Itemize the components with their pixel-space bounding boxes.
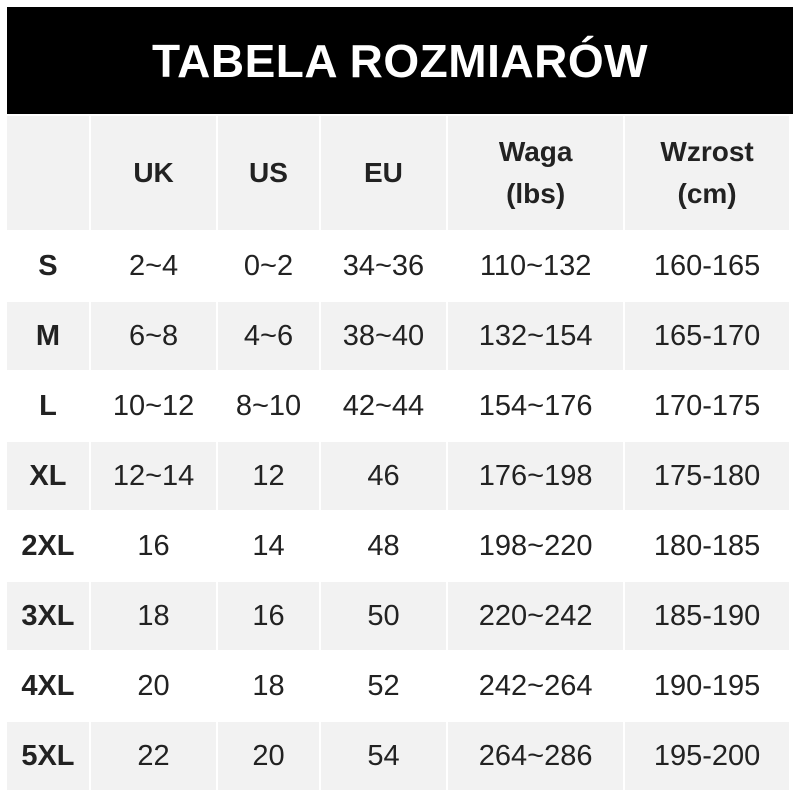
table-cell: 18 (90, 582, 217, 650)
table-cell: 110~132 (448, 232, 624, 300)
table-header-row: UK US EU Waga (lbs) Wzrost (cm) (7, 116, 789, 230)
table-cell: 22 (90, 722, 217, 790)
table-cell: 2~4 (90, 232, 217, 300)
table-row: 4XL 20 18 52 242~264 190-195 (7, 652, 789, 720)
page-title: TABELA ROZMIARÓW (7, 7, 793, 114)
table-cell: 195-200 (625, 722, 789, 790)
table-cell: 12 (218, 442, 319, 510)
table-cell: 242~264 (448, 652, 624, 720)
table-cell: 16 (90, 512, 217, 580)
table-cell: 160-165 (625, 232, 789, 300)
table-cell: 20 (90, 652, 217, 720)
table-cell: 170-175 (625, 372, 789, 440)
table-cell: 52 (320, 652, 447, 720)
table-cell: 176~198 (448, 442, 624, 510)
table-cell: 34~36 (320, 232, 447, 300)
table-row: M 6~8 4~6 38~40 132~154 165-170 (7, 302, 789, 370)
table-row: S 2~4 0~2 34~36 110~132 160-165 (7, 232, 789, 300)
size-table: UK US EU Waga (lbs) Wzrost (cm) S 2~4 0~2 34~36… (5, 114, 791, 792)
table-cell: 48 (320, 512, 447, 580)
table-cell: 16 (218, 582, 319, 650)
size-label: M (7, 302, 89, 370)
table-cell: 38~40 (320, 302, 447, 370)
table-cell: 220~242 (448, 582, 624, 650)
table-cell: 198~220 (448, 512, 624, 580)
size-label: 4XL (7, 652, 89, 720)
table-cell: 14 (218, 512, 319, 580)
table-cell: 180-185 (625, 512, 789, 580)
table-cell: 6~8 (90, 302, 217, 370)
size-label: 2XL (7, 512, 89, 580)
table-cell: 10~12 (90, 372, 217, 440)
column-header: EU (320, 116, 447, 230)
table-cell: 20 (218, 722, 319, 790)
table-cell: 46 (320, 442, 447, 510)
column-header: US (218, 116, 319, 230)
table-cell: 18 (218, 652, 319, 720)
table-cell: 0~2 (218, 232, 319, 300)
table-cell: 190-195 (625, 652, 789, 720)
table-row: 5XL 22 20 54 264~286 195-200 (7, 722, 789, 790)
table-row: 3XL 18 16 50 220~242 185-190 (7, 582, 789, 650)
table-row: XL 12~14 12 46 176~198 175-180 (7, 442, 789, 510)
table-cell: 12~14 (90, 442, 217, 510)
column-header (7, 116, 89, 230)
table-row: L 10~12 8~10 42~44 154~176 170-175 (7, 372, 789, 440)
size-label: S (7, 232, 89, 300)
size-label: XL (7, 442, 89, 510)
table-cell: 8~10 (218, 372, 319, 440)
table-cell: 50 (320, 582, 447, 650)
table-cell: 42~44 (320, 372, 447, 440)
table-cell: 54 (320, 722, 447, 790)
table-cell: 264~286 (448, 722, 624, 790)
table-row: 2XL 16 14 48 198~220 180-185 (7, 512, 789, 580)
table-cell: 165-170 (625, 302, 789, 370)
column-header: Waga (lbs) (448, 116, 624, 230)
table-cell: 175-180 (625, 442, 789, 510)
table-cell: 4~6 (218, 302, 319, 370)
size-label: L (7, 372, 89, 440)
column-header: UK (90, 116, 217, 230)
column-header: Wzrost (cm) (625, 116, 789, 230)
size-label: 5XL (7, 722, 89, 790)
size-label: 3XL (7, 582, 89, 650)
table-cell: 154~176 (448, 372, 624, 440)
table-cell: 132~154 (448, 302, 624, 370)
table-cell: 185-190 (625, 582, 789, 650)
